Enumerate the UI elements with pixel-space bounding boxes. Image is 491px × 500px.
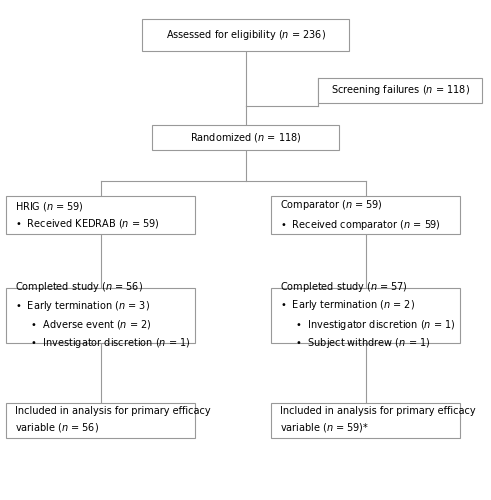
FancyBboxPatch shape (318, 78, 482, 102)
FancyBboxPatch shape (6, 288, 195, 343)
Text: Assessed for eligibility ($n$ = 236): Assessed for eligibility ($n$ = 236) (165, 28, 326, 42)
Text: Comparator ($n$ = 59)
•  Received comparator ($n$ = 59): Comparator ($n$ = 59) • Received compara… (280, 198, 441, 232)
FancyBboxPatch shape (6, 196, 195, 234)
Text: Included in analysis for primary efficacy
variable ($n$ = 59)*: Included in analysis for primary efficac… (280, 406, 476, 434)
Text: Screening failures ($n$ = 118): Screening failures ($n$ = 118) (330, 83, 470, 97)
FancyBboxPatch shape (6, 402, 195, 438)
FancyBboxPatch shape (271, 196, 460, 234)
Text: Completed study ($n$ = 57)
•  Early termination ($n$ = 2)
     •  Investigator d: Completed study ($n$ = 57) • Early termi… (280, 280, 456, 350)
Text: Completed study ($n$ = 56)
•  Early termination ($n$ = 3)
     •  Adverse event : Completed study ($n$ = 56) • Early termi… (15, 280, 191, 350)
Text: Included in analysis for primary efficacy
variable ($n$ = 56): Included in analysis for primary efficac… (15, 406, 211, 434)
Text: Randomized ($n$ = 118): Randomized ($n$ = 118) (190, 131, 301, 144)
FancyBboxPatch shape (271, 288, 460, 343)
FancyBboxPatch shape (152, 125, 339, 150)
Text: HRIG ($n$ = 59)
•  Received KEDRAB ($n$ = 59): HRIG ($n$ = 59) • Received KEDRAB ($n$ =… (15, 200, 159, 230)
FancyBboxPatch shape (142, 20, 349, 50)
FancyBboxPatch shape (271, 402, 460, 438)
